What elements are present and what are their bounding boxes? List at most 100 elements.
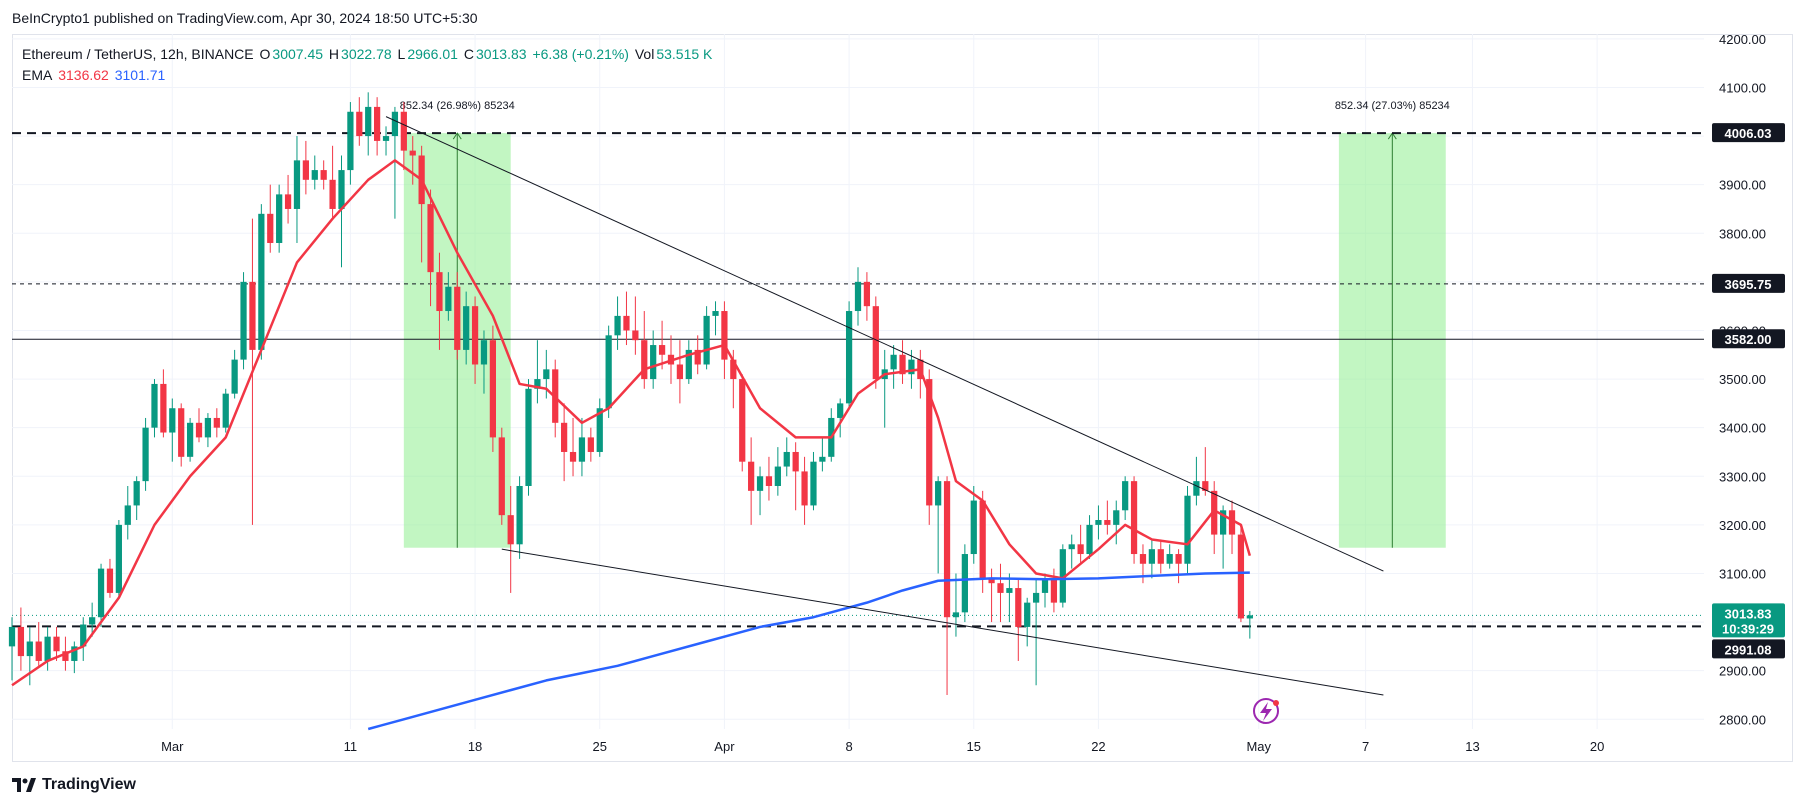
candle-body: [258, 213, 265, 350]
candle-body: [142, 427, 149, 482]
trendline: [385, 116, 1384, 572]
candle-body: [1122, 481, 1129, 511]
candle-body: [685, 349, 692, 380]
candle-body: [365, 106, 372, 137]
candle-body: [543, 369, 550, 380]
candle-body: [952, 612, 960, 618]
candle-body: [1166, 554, 1173, 564]
price-tick-label: 4100.00: [1719, 80, 1766, 95]
candle-body: [489, 340, 497, 438]
candle-body: [1024, 602, 1031, 627]
candle-body: [525, 388, 532, 486]
candle-body: [454, 286, 461, 350]
candle-body: [249, 281, 256, 350]
candle-body: [356, 111, 363, 137]
candle-body: [1086, 524, 1093, 555]
candle-body: [926, 379, 933, 506]
candle-body: [908, 359, 915, 375]
level-badge-text: 4006.03: [1725, 126, 1772, 141]
candle-body: [845, 311, 853, 404]
candle-body: [471, 306, 479, 365]
candle-body: [231, 359, 238, 394]
candle-body: [1202, 481, 1209, 491]
candle-body: [1041, 578, 1049, 593]
candle-body: [1032, 592, 1040, 603]
candle-body: [899, 354, 906, 375]
candle-body: [970, 500, 977, 555]
candle-body: [1113, 510, 1120, 525]
last-price-badge: [1712, 603, 1785, 638]
candle-body: [730, 359, 737, 380]
time-tick-label: 20: [1590, 739, 1604, 754]
candle-body: [463, 306, 470, 350]
candle-body: [819, 456, 826, 462]
candle-body: [694, 349, 701, 365]
candle-body: [400, 111, 407, 151]
candle-body: [480, 340, 488, 365]
candle-body: [561, 422, 568, 452]
time-tick-label: 13: [1465, 739, 1479, 754]
price-tick-label: 4200.00: [1719, 32, 1766, 47]
candle-body: [53, 636, 60, 652]
ema-slow-line: [367, 571, 1250, 731]
candle-body: [373, 106, 381, 141]
candle-body: [703, 315, 710, 365]
tradingview-logo[interactable]: TradingView: [12, 776, 136, 794]
candle-body: [872, 306, 879, 380]
candle-body: [810, 461, 817, 506]
candle-body: [1139, 554, 1147, 564]
candle-body: [62, 651, 69, 661]
trendline: [501, 548, 1384, 696]
candle-body: [498, 437, 505, 516]
lightning-icon[interactable]: [1253, 698, 1279, 724]
time-tick-label: 7: [1362, 739, 1369, 754]
candle-body: [71, 646, 78, 661]
candle-body: [587, 437, 594, 452]
candle-body: [890, 354, 897, 370]
candle-body: [1006, 588, 1013, 593]
candle-body: [1228, 510, 1236, 535]
candle-body: [792, 451, 799, 472]
candle-body: [115, 524, 122, 593]
time-tick-label: May: [1246, 739, 1271, 754]
price-tick-label: 3200.00: [1719, 518, 1766, 533]
candle-body: [739, 379, 746, 462]
projection-arrowhead: [452, 132, 462, 140]
horizontal-levels: [12, 132, 1704, 628]
candle-body: [26, 641, 33, 657]
legend-volume: 53.515 K: [656, 46, 713, 62]
candle-body: [712, 311, 719, 316]
candle-body: [676, 364, 684, 380]
candle-body: [97, 568, 105, 618]
candle-body: [863, 281, 871, 307]
candle-body: [935, 481, 942, 506]
level-badge: [1712, 639, 1785, 659]
candle-body: [979, 500, 986, 579]
time-axis[interactable]: Mar 11 18 25 Apr 8 15 22 May 7 13 20: [161, 739, 1604, 754]
candle-body: [284, 194, 292, 209]
projection-label: 852.34 (27.03%) 85234: [1335, 100, 1450, 112]
candle-body: [302, 160, 309, 180]
candle-body: [1077, 544, 1084, 555]
candles: [8, 92, 1253, 695]
candle-body: [293, 160, 301, 209]
time-tick-label: 18: [468, 739, 482, 754]
candle-body: [578, 437, 586, 462]
price-tick-label: 2900.00: [1719, 664, 1766, 679]
candle-body: [445, 286, 452, 312]
candle-body: [997, 583, 1004, 593]
candle-body: [614, 315, 621, 336]
legend-close-label: C: [463, 46, 474, 62]
candle-body: [8, 626, 16, 647]
candle-body: [409, 150, 416, 156]
legend-high-label: H: [328, 46, 340, 62]
candle-body: [436, 272, 443, 312]
candle-body: [1193, 481, 1200, 496]
candle-body: [748, 461, 755, 491]
candle-body: [837, 403, 844, 418]
candle-body: [854, 281, 862, 312]
candle-body: [641, 340, 648, 380]
candle-body: [89, 617, 96, 625]
candle-body: [1211, 490, 1218, 535]
